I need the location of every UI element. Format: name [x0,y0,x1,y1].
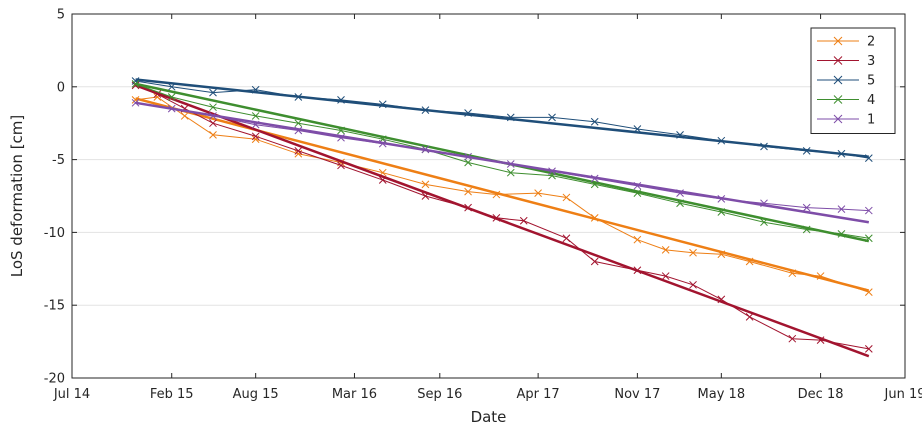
legend-marker [833,36,843,46]
data-point [562,193,571,202]
x-tick-label: Jun 19 [884,387,922,402]
data-point [590,117,599,126]
data-point [745,312,754,321]
data-point [689,280,697,289]
data-point [464,158,472,167]
trend-line [135,101,870,224]
trend-line [135,78,869,158]
legend-label: 5 [867,74,875,89]
legend-marker [833,114,843,124]
data-point [788,334,797,343]
legend: 2 3 5 4 1 [810,27,896,134]
data-point [661,246,670,254]
x-tick-label: Apr 17 [517,387,560,402]
data-point [294,147,303,155]
data-point [506,168,515,177]
data-point [864,345,873,353]
series-5 [131,77,873,162]
legend-marker [833,56,843,65]
data-point [590,257,599,266]
data-point [209,88,217,97]
x-tick-label: Nov 17 [614,387,660,402]
legend-label: 1 [867,113,875,128]
legend-item-5: 5 [817,74,875,89]
x-tick-label: Mar 16 [332,387,377,402]
data-point [209,119,217,128]
data-point [251,132,260,141]
y-tick-label: -15 [44,299,65,314]
legend-item-2: 2 [817,35,875,50]
y-tick-label: -5 [52,153,65,168]
data-point [534,189,542,197]
x-tick-label: Dec 18 [798,387,844,402]
y-tick-label: 5 [57,8,65,23]
series-layer [131,77,873,358]
series-line [135,96,869,293]
trend-line [135,84,870,358]
data-point [548,113,556,122]
data-point [689,248,697,257]
data-point [209,103,217,112]
x-tick-label: Feb 15 [150,387,194,402]
x-axis-label: Date [471,408,507,426]
data-point [464,187,472,196]
y-tick-label: -10 [44,226,65,241]
x-tick-label: Aug 15 [233,387,279,402]
data-point [661,272,670,280]
legend-label: 3 [867,54,875,69]
data-point [167,93,176,101]
data-point [209,130,217,139]
data-point [562,234,571,243]
data-point [837,205,846,213]
series-3 [131,81,873,358]
legend-marker [833,95,843,104]
legend-item-1: 1 [817,113,875,128]
legend-label: 4 [867,93,875,108]
y-tick-label: -20 [44,372,65,387]
legend-box [810,27,896,134]
y-axis-label: LoS deformation [cm] [8,115,26,278]
legend-item-3: 3 [817,54,875,69]
series-1 [131,98,873,224]
data-point [251,112,260,120]
legend-label: 2 [867,35,875,50]
data-point [633,235,642,244]
data-point [864,206,873,215]
x-tick-label: Sep 16 [417,387,462,402]
data-point [519,216,528,225]
x-tick-label: May 18 [698,387,746,402]
plot-frame [71,13,906,379]
data-point [421,180,430,189]
legend-marker [833,75,843,85]
data-point [802,203,811,212]
legend-item-4: 4 [817,93,875,108]
y-tick-label: 0 [57,80,65,95]
data-point [294,119,303,128]
data-point [180,112,189,120]
x-tick-label: Jul 14 [53,387,90,402]
